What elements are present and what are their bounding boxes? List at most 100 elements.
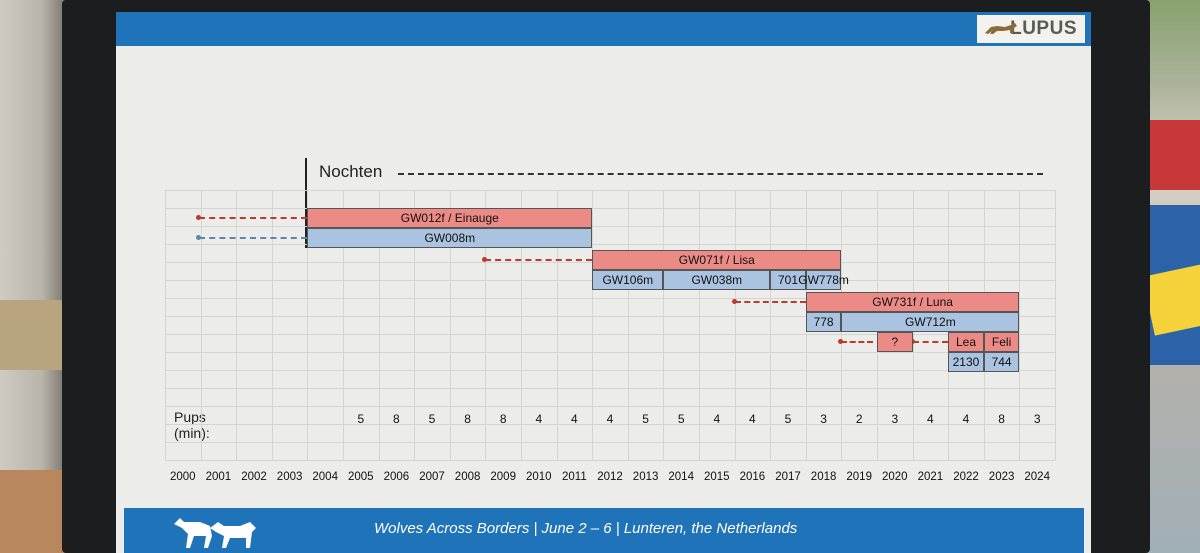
grid-line-horizontal — [165, 298, 1055, 299]
background-wall-left — [0, 0, 70, 553]
pups-count: 3 — [891, 412, 899, 426]
year-tick-label: 2021 — [917, 471, 944, 483]
timeline-bar-male: 701 — [770, 270, 806, 290]
logo-text: LUPUS — [1010, 18, 1077, 39]
pups-count: 5 — [784, 412, 792, 426]
grid-line-horizontal — [165, 226, 1055, 227]
pups-count: 3 — [820, 412, 827, 426]
predecessor-dash — [198, 237, 308, 239]
year-tick-label: 2010 — [526, 471, 552, 483]
grid-line-horizontal — [165, 244, 1055, 245]
predecessor-dot — [838, 339, 844, 344]
grid-line-vertical — [699, 190, 700, 460]
grid-line-vertical — [592, 190, 594, 460]
predecessor-dot — [482, 257, 488, 262]
grid-line-vertical — [236, 190, 238, 460]
timeline-bar-male: GW038m — [663, 270, 771, 290]
pups-count: 5 — [357, 412, 365, 426]
timeline-bar-female: ? — [877, 332, 913, 352]
grid-line-horizontal — [165, 208, 1055, 209]
timeline-bar-female: GW071f / Lisa — [592, 250, 842, 270]
pups-count: 5 — [677, 412, 685, 426]
grid-line-horizontal — [165, 406, 1055, 407]
grid-line-horizontal — [165, 424, 1055, 425]
year-tick-label: 2015 — [704, 471, 730, 483]
presentation-slide: LUPUS Nochten Pups (min): GW012f / Einau… — [116, 12, 1091, 553]
grid-line-horizontal — [165, 370, 1055, 371]
pups-count: 3 — [1033, 412, 1041, 426]
timeline-bar-male: GW712m — [841, 312, 1020, 332]
predecessor-dot — [195, 235, 201, 240]
grid-line-vertical — [627, 190, 629, 460]
chart-title: Nochten — [319, 162, 383, 181]
grid-line-vertical — [663, 190, 665, 460]
grid-line-horizontal — [165, 442, 1055, 443]
year-tick-label: 2022 — [953, 471, 979, 483]
year-tick-label: 2019 — [846, 471, 872, 483]
year-tick-label: 2018 — [810, 471, 837, 483]
pups-count: 4 — [571, 412, 578, 426]
predecessor-dash — [912, 341, 949, 343]
grid-line-horizontal — [165, 460, 1055, 461]
chart-start-line — [305, 158, 307, 248]
timeline-bar-male: 778 — [805, 312, 842, 332]
timeline-bar-male: GW008m — [307, 228, 593, 248]
grid-line-horizontal — [165, 388, 1055, 389]
pups-count: 5 — [642, 412, 649, 426]
pups-label: Pups (min): — [174, 409, 210, 441]
predecessor-dash — [734, 301, 806, 303]
pups-count: 4 — [962, 412, 970, 426]
pups-count: 4 — [606, 412, 614, 426]
timeline-bar-female: Lea — [948, 332, 984, 352]
background-red-object — [1140, 120, 1200, 190]
year-tick-label: 2006 — [383, 471, 410, 483]
grid-line-vertical — [521, 190, 522, 460]
pups-count: 8 — [499, 412, 507, 426]
grid-line-horizontal — [165, 190, 1055, 191]
grid-line-vertical — [449, 190, 451, 460]
year-tick-label: 2005 — [348, 471, 374, 483]
grid-line-vertical — [770, 190, 772, 460]
year-tick-label: 2011 — [562, 471, 587, 483]
background-shelf — [0, 300, 70, 370]
predecessor-dash — [485, 259, 593, 261]
grid-line-vertical — [378, 190, 380, 460]
grid-line-vertical — [165, 190, 166, 460]
wolves-logo-icon — [174, 518, 256, 548]
grid-line-vertical — [1019, 190, 1021, 460]
year-tick-label: 2020 — [882, 471, 908, 483]
grid-line-vertical — [200, 190, 202, 460]
footer-text: Wolves Across Borders | June 2 – 6 | Lun… — [374, 520, 798, 537]
grid-line-vertical — [485, 190, 487, 460]
pups-count: 8 — [464, 412, 471, 426]
pups-count: 8 — [998, 412, 1005, 426]
timeline-bar-male: GW106m — [592, 270, 664, 290]
year-tick-label: 2013 — [632, 471, 659, 483]
grid-line-horizontal — [165, 352, 1055, 353]
lupus-logo: LUPUS — [977, 15, 1085, 43]
slide-footer-bar: Wolves Across Borders | June 2 – 6 | Lun… — [124, 508, 1084, 553]
territory-continuation-line — [398, 173, 1043, 175]
year-tick-label: 2007 — [419, 471, 445, 483]
wolf-logo-icon — [985, 23, 1017, 34]
predecessor-dot — [731, 299, 737, 304]
pups-count: 4 — [927, 412, 934, 426]
timeline-bar-male: 744 — [983, 352, 1020, 372]
timeline-bar-female: Feli — [983, 332, 1020, 352]
background-wall-right — [1140, 0, 1200, 553]
timeline-bar-female: GW012f / Einauge — [307, 208, 593, 228]
year-tick-label: 2003 — [276, 471, 303, 483]
year-tick-label: 2004 — [312, 471, 338, 483]
pups-count: 8 — [393, 412, 400, 426]
timeline-bar-female: GW731f / Luna — [805, 292, 1020, 312]
year-tick-label: 2016 — [739, 471, 766, 483]
year-tick-label: 2008 — [454, 471, 481, 483]
pups-count: 4 — [713, 412, 721, 426]
grid-line-horizontal — [165, 334, 1055, 335]
grid-line-vertical — [556, 190, 558, 460]
grid-line-vertical — [414, 190, 416, 460]
predecessor-dash — [841, 341, 874, 343]
year-tick-label: 2001 — [205, 471, 232, 483]
background-floor — [0, 470, 70, 553]
year-tick-label: 2012 — [597, 471, 623, 483]
